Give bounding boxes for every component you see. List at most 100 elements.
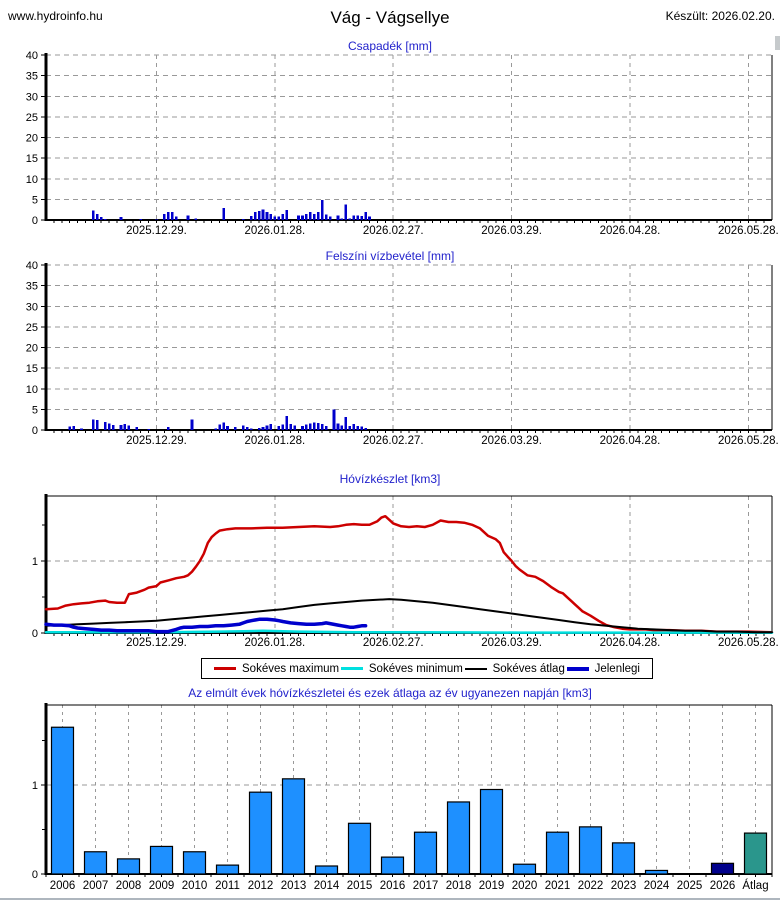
legend-label: Sokéves maximum xyxy=(242,662,340,675)
legend-item-current: Jelenlegi xyxy=(566,662,640,675)
bar xyxy=(92,210,95,220)
x-tick-label: 2026.01.28. xyxy=(244,637,305,649)
bar xyxy=(285,415,288,430)
x-ticks xyxy=(53,430,765,433)
legend-label: Jelenlegi xyxy=(594,662,640,675)
bar xyxy=(356,215,360,220)
current-line-sample xyxy=(566,666,589,671)
y-tick-label: 0 xyxy=(32,869,38,881)
scrollbar-fragment xyxy=(775,36,780,50)
x-category-label: 2012 xyxy=(248,880,274,892)
bar xyxy=(293,425,296,430)
bar xyxy=(265,425,269,430)
x-category-label: 2023 xyxy=(611,880,637,892)
x-tick-label: 2026.05.28. xyxy=(718,225,779,237)
year-bar-2020 xyxy=(512,863,537,875)
x-tick-label: 2026.04.28. xyxy=(600,225,661,237)
bar xyxy=(253,212,257,220)
x-tick-label: 2026.01.28. xyxy=(244,225,305,237)
y-tick-label: 30 xyxy=(26,301,38,313)
bar xyxy=(226,425,229,430)
legend-item-max: Sokéves maximum xyxy=(214,663,339,675)
x-category-label: 2018 xyxy=(446,880,472,892)
bar xyxy=(257,210,261,220)
bar xyxy=(344,204,348,220)
bar xyxy=(348,218,352,220)
bar xyxy=(273,216,277,220)
year-bar-2008 xyxy=(116,858,141,875)
bar xyxy=(277,425,281,430)
bar xyxy=(340,218,344,220)
bar xyxy=(163,213,166,220)
bar xyxy=(301,215,304,220)
bar xyxy=(269,423,273,430)
bar xyxy=(111,425,115,430)
bar xyxy=(170,211,174,220)
y-tick-label: 0 xyxy=(32,215,38,227)
x-category-label: 2024 xyxy=(644,880,670,892)
created-date: Készült: 2026.02.20. xyxy=(665,9,775,23)
bar xyxy=(281,424,285,430)
bar xyxy=(99,217,103,220)
bar xyxy=(309,211,312,220)
y-tick-label: 1 xyxy=(32,556,38,568)
y-tick-label: 5 xyxy=(32,404,38,416)
year-bar-2018 xyxy=(446,801,471,875)
bar xyxy=(320,424,324,430)
axis-labels: 2006 2007 2008 2009 2010 2011 2012 2013 2014 2015… xyxy=(32,780,769,892)
x-tick-label: 2025.12.29. xyxy=(126,637,187,649)
chart-title: Csapadék [mm] xyxy=(348,39,432,53)
x-category-label: 2009 xyxy=(149,880,175,892)
bar xyxy=(119,217,123,220)
x-category-label: 2022 xyxy=(578,880,604,892)
y-tick-label: 35 xyxy=(26,71,38,83)
bar xyxy=(356,425,360,430)
x-tick-label: 2025.12.29. xyxy=(126,435,187,447)
y-tick-label: 0 xyxy=(32,425,38,437)
bar xyxy=(245,427,249,430)
x-tick-label: 2025.12.29. xyxy=(126,225,187,237)
x-tick-label: 2026.05.28. xyxy=(718,637,779,649)
daily-bars xyxy=(92,200,371,220)
gridlines xyxy=(46,264,772,430)
y-tick-label: 5 xyxy=(32,194,38,206)
x-category-label: 2007 xyxy=(83,880,109,892)
bar xyxy=(324,425,328,430)
y-tick-label: 1 xyxy=(32,780,38,792)
year-bar-2019 xyxy=(479,788,504,875)
line-sokéves-maximum xyxy=(44,514,774,634)
gridlines xyxy=(46,496,772,633)
surface-water-income-chart: Felszíni vízbevétel [mm] 2025.12.29. 2026.… xyxy=(26,249,779,447)
x-tick-label: 2026.02.27. xyxy=(363,435,424,447)
bar xyxy=(72,425,75,430)
line-jelenlegi xyxy=(44,617,368,634)
legend-item-min: Sokéves minimum xyxy=(340,663,463,675)
bar xyxy=(281,213,285,220)
x-category-label: 2011 xyxy=(215,880,240,892)
bar xyxy=(167,211,170,220)
bar xyxy=(261,427,265,430)
x-category-label: 2020 xyxy=(512,880,538,892)
bar xyxy=(222,422,225,430)
page-title: Vág - Vágsellye xyxy=(330,8,450,27)
x-category-label: 2019 xyxy=(479,880,505,892)
y-tick-label: 25 xyxy=(26,112,38,124)
year-bar-2013 xyxy=(281,778,306,875)
y-tick-label: 15 xyxy=(26,363,38,375)
bar xyxy=(155,219,158,220)
snow-water-reserve-chart: Hóvízkészlet [km3] 2025.12.29. 2026.01.28.… xyxy=(32,472,779,649)
x-tick-label: 2026.02.27. xyxy=(363,637,424,649)
year-bar-2022 xyxy=(578,826,603,875)
bar xyxy=(241,425,245,430)
bar xyxy=(249,428,253,430)
bar xyxy=(360,426,363,430)
x-tick-label: 2026.04.28. xyxy=(600,637,661,649)
x-tick-label: 2026.05.28. xyxy=(718,435,779,447)
bar xyxy=(194,218,198,220)
year-bar-2016 xyxy=(380,856,405,875)
bar xyxy=(305,214,308,220)
x-category-label: 2016 xyxy=(380,880,406,892)
year-bar-2026 xyxy=(710,862,735,875)
bar xyxy=(305,424,308,430)
year-bar-2012 xyxy=(248,791,273,875)
